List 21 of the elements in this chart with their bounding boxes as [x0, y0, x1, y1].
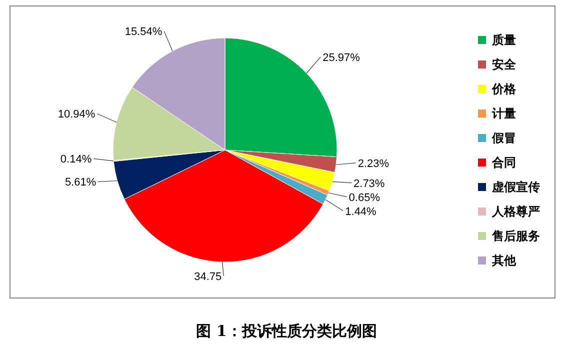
data-label: 2.73% [354, 178, 385, 190]
data-label: 0.14% [60, 154, 92, 166]
legend-label: 质量 [491, 33, 516, 47]
data-label: 1.44% [345, 206, 377, 218]
legend-label: 安全 [492, 58, 517, 72]
legend-label: 虚假宣传 [491, 180, 540, 194]
legend-label: 假冒 [491, 131, 516, 145]
data-label: 34.75 [194, 270, 222, 283]
text: 图 1：投诉性质分类比例图 [196, 322, 377, 340]
legend-label: 人格尊严 [491, 204, 540, 218]
data-label: 2.23% [358, 158, 390, 170]
legend-label: 其他 [491, 254, 517, 268]
legend-label: 计量 [491, 106, 516, 120]
data-label: 25.97% [322, 52, 360, 64]
data-label: 5.61% [64, 176, 96, 189]
legend-label: 价格 [491, 82, 517, 96]
data-label: 10.94% [58, 108, 96, 121]
data-label: 0.65% [348, 192, 380, 204]
legend-label: 合同 [491, 156, 516, 170]
data-label: 15.54% [124, 26, 162, 38]
legend-label: 售后服务 [491, 229, 540, 243]
